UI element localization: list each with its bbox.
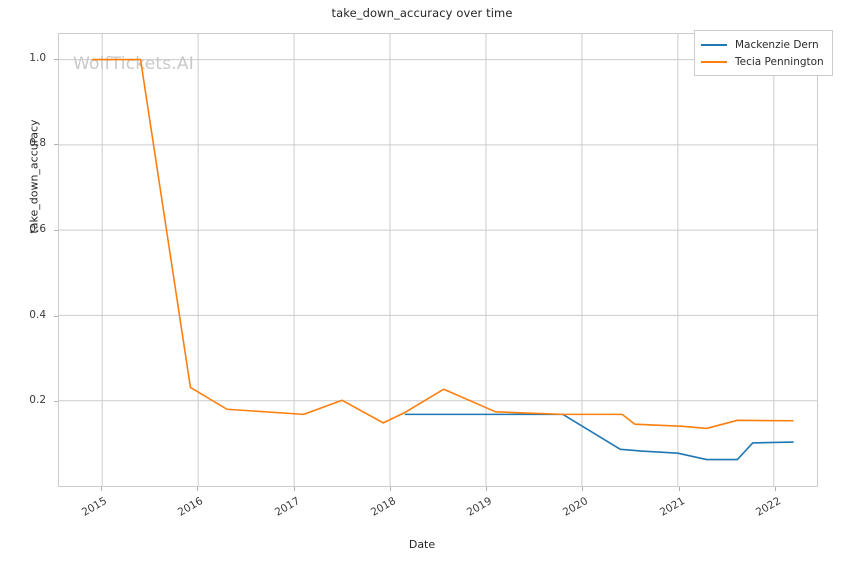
series-line (91, 58, 794, 430)
chart-title: take_down_accuracy over time (331, 6, 513, 20)
x-tick-label: 2018 (368, 495, 398, 519)
x-tick-label: 2019 (464, 495, 495, 519)
x-tick-label: 2020 (561, 495, 591, 519)
y-tick-mark (54, 144, 58, 146)
y-tick-label: 0.2 (29, 394, 46, 407)
x-tick-mark (486, 487, 488, 491)
y-tick-mark (54, 58, 58, 60)
y-tick-mark (54, 401, 58, 403)
data-lines (91, 58, 794, 461)
x-tick-mark (774, 487, 776, 491)
x-tick-mark (101, 487, 103, 491)
x-axis-label: Date (408, 538, 436, 551)
legend-item[interactable]: Mackenzie Dern (701, 36, 824, 53)
gridlines (59, 34, 817, 486)
x-tick-label: 2017 (272, 495, 302, 519)
x-tick-label: 2015 (80, 495, 110, 519)
legend-swatch (701, 60, 727, 63)
plot-area: WolfTickets.AI (58, 33, 818, 487)
y-axis-label: take_down_accuracy (27, 119, 41, 234)
x-tick-mark (678, 487, 680, 491)
y-tick-mark (54, 315, 58, 317)
legend-label: Mackenzie Dern (735, 38, 819, 51)
x-tick-mark (582, 487, 584, 491)
y-tick-label: 0.6 (29, 223, 46, 236)
y-tick-label: 1.0 (29, 51, 46, 64)
y-tick-label: 0.4 (29, 308, 46, 321)
x-tick-mark (389, 487, 391, 491)
y-tick-label: 0.8 (29, 137, 46, 150)
legend-item[interactable]: Tecia Pennington (701, 53, 824, 70)
x-tick-label: 2016 (176, 495, 206, 519)
x-tick-label: 2021 (657, 495, 687, 519)
x-tick-label: 2022 (753, 495, 783, 519)
y-tick-mark (54, 230, 58, 232)
x-tick-mark (197, 487, 199, 491)
legend: Mackenzie Dern Tecia Pennington (694, 30, 833, 76)
legend-label: Tecia Pennington (735, 55, 824, 68)
legend-swatch (701, 43, 727, 46)
x-tick-mark (293, 487, 295, 491)
series-line (404, 413, 794, 461)
